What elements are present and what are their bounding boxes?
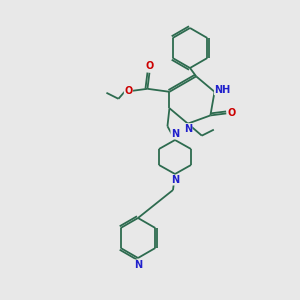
Text: N: N [171, 175, 179, 185]
Text: O: O [124, 86, 133, 96]
Text: O: O [145, 61, 154, 71]
Text: N: N [171, 129, 179, 139]
Text: N: N [184, 124, 192, 134]
Text: NH: NH [214, 85, 231, 95]
Text: O: O [227, 108, 236, 118]
Text: N: N [134, 260, 142, 270]
